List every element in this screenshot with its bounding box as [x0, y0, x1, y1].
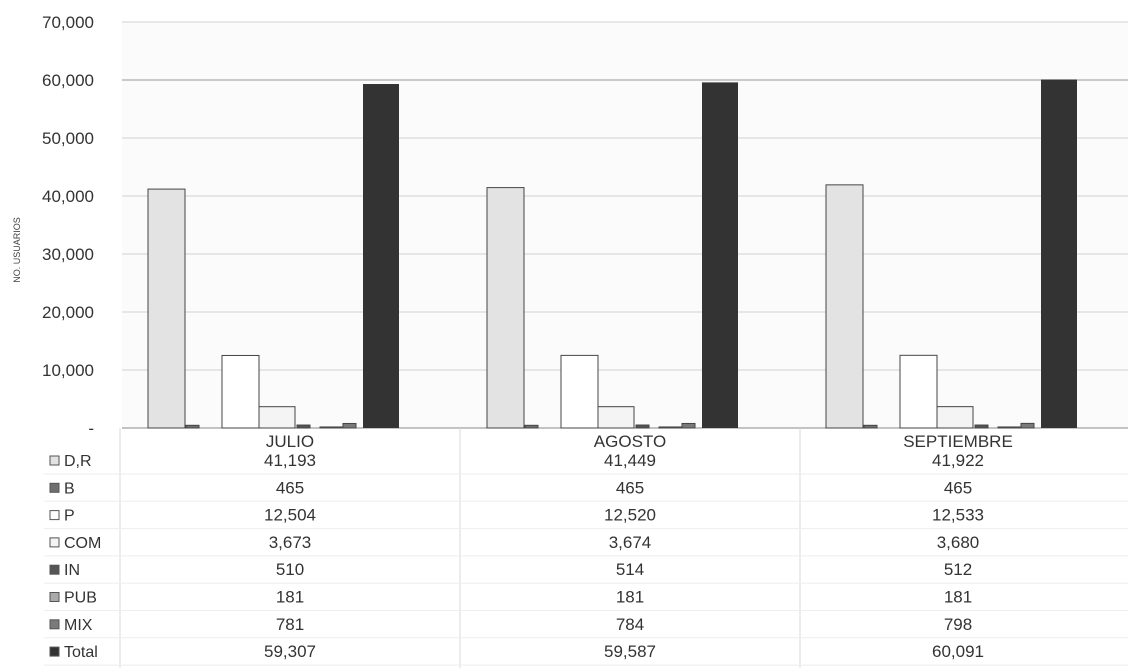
y-tick-label: 40,000 — [42, 187, 94, 206]
legend-entry: D,R — [64, 453, 92, 470]
table-cell: 60,091 — [932, 642, 984, 661]
bar-dr-septiembre — [825, 184, 864, 429]
bar-com-septiembre — [936, 406, 974, 429]
bar-in-septiembre — [974, 424, 989, 429]
legend-entry: B — [64, 480, 75, 497]
legend-entry: Total — [64, 644, 98, 661]
table-cell: 465 — [944, 478, 972, 497]
legend-swatch — [49, 646, 60, 657]
table-cell: 784 — [616, 615, 644, 634]
bar-com-agosto — [597, 406, 635, 429]
table-cell: 798 — [944, 615, 972, 634]
y-tick-label: 60,000 — [42, 71, 94, 90]
bar-p-julio — [221, 354, 260, 429]
bar-dr-agosto — [486, 187, 525, 429]
table-cell: 12,520 — [604, 506, 656, 525]
table-cell: 465 — [616, 478, 644, 497]
bar-total-septiembre — [1041, 79, 1077, 428]
bar-p-agosto — [560, 354, 599, 429]
table-cell: 59,307 — [264, 642, 316, 661]
table-cell: 41,922 — [932, 451, 984, 470]
bar-b-julio — [185, 424, 200, 429]
legend-entry: PUB — [64, 590, 97, 607]
bar-total-julio — [363, 84, 399, 428]
legend-swatch — [49, 482, 60, 493]
table-cell: 514 — [616, 560, 644, 579]
y-axis-label: NO. USUARIOS — [12, 217, 22, 283]
table-cell: 510 — [276, 560, 304, 579]
bar-pub-agosto — [658, 426, 683, 429]
legend-swatch — [49, 510, 60, 521]
bar-p-septiembre — [899, 354, 938, 429]
table-cell: 41,449 — [604, 451, 656, 470]
category-label: JULIO — [266, 432, 314, 451]
bar-mix-septiembre — [1020, 422, 1035, 429]
category-label: AGOSTO — [594, 432, 666, 451]
table-cell: 3,673 — [269, 533, 312, 552]
table-cell: 781 — [276, 615, 304, 634]
table-cell: 12,533 — [932, 506, 984, 525]
table-cell: 12,504 — [264, 506, 316, 525]
bar-in-julio — [296, 424, 311, 429]
bar-pub-julio — [319, 426, 344, 429]
table-cell: 59,587 — [604, 642, 656, 661]
bar-dr-julio — [147, 188, 186, 429]
legend-swatch — [49, 564, 60, 575]
legend-entry: MIX — [64, 617, 93, 634]
y-tick-label: 30,000 — [42, 245, 94, 264]
category-label: SEPTIEMBRE — [903, 432, 1013, 451]
table-cell: 181 — [276, 588, 304, 607]
legend-swatch — [49, 537, 60, 548]
bar-total-agosto — [702, 82, 738, 429]
table-cell: 3,674 — [609, 533, 652, 552]
y-tick-label: 70,000 — [42, 13, 94, 32]
table-cell: 3,680 — [937, 533, 980, 552]
legend-swatch — [49, 592, 60, 602]
bar-com-julio — [258, 406, 296, 429]
bar-mix-julio — [342, 422, 357, 429]
legend-swatch — [49, 619, 60, 630]
y-tick-label: - — [88, 419, 94, 438]
plot-area — [122, 22, 1128, 428]
table-cell: 181 — [944, 588, 972, 607]
bar-b-septiembre — [863, 424, 878, 429]
legend-swatch — [49, 455, 60, 466]
table-cell: 181 — [616, 588, 644, 607]
y-tick-label: 10,000 — [42, 361, 94, 380]
y-tick-label: 20,000 — [42, 303, 94, 322]
y-tick-label: 50,000 — [42, 129, 94, 148]
legend-entry: COM — [64, 535, 101, 552]
table-cell: 512 — [944, 560, 972, 579]
bar-mix-agosto — [681, 422, 696, 429]
bar-b-agosto — [524, 424, 539, 429]
table-cell: 41,193 — [264, 451, 316, 470]
legend-entry: P — [64, 508, 75, 525]
bar-in-agosto — [635, 424, 650, 429]
table-cell: 465 — [276, 478, 304, 497]
bar-pub-septiembre — [997, 426, 1022, 429]
legend-entry: IN — [64, 562, 80, 579]
